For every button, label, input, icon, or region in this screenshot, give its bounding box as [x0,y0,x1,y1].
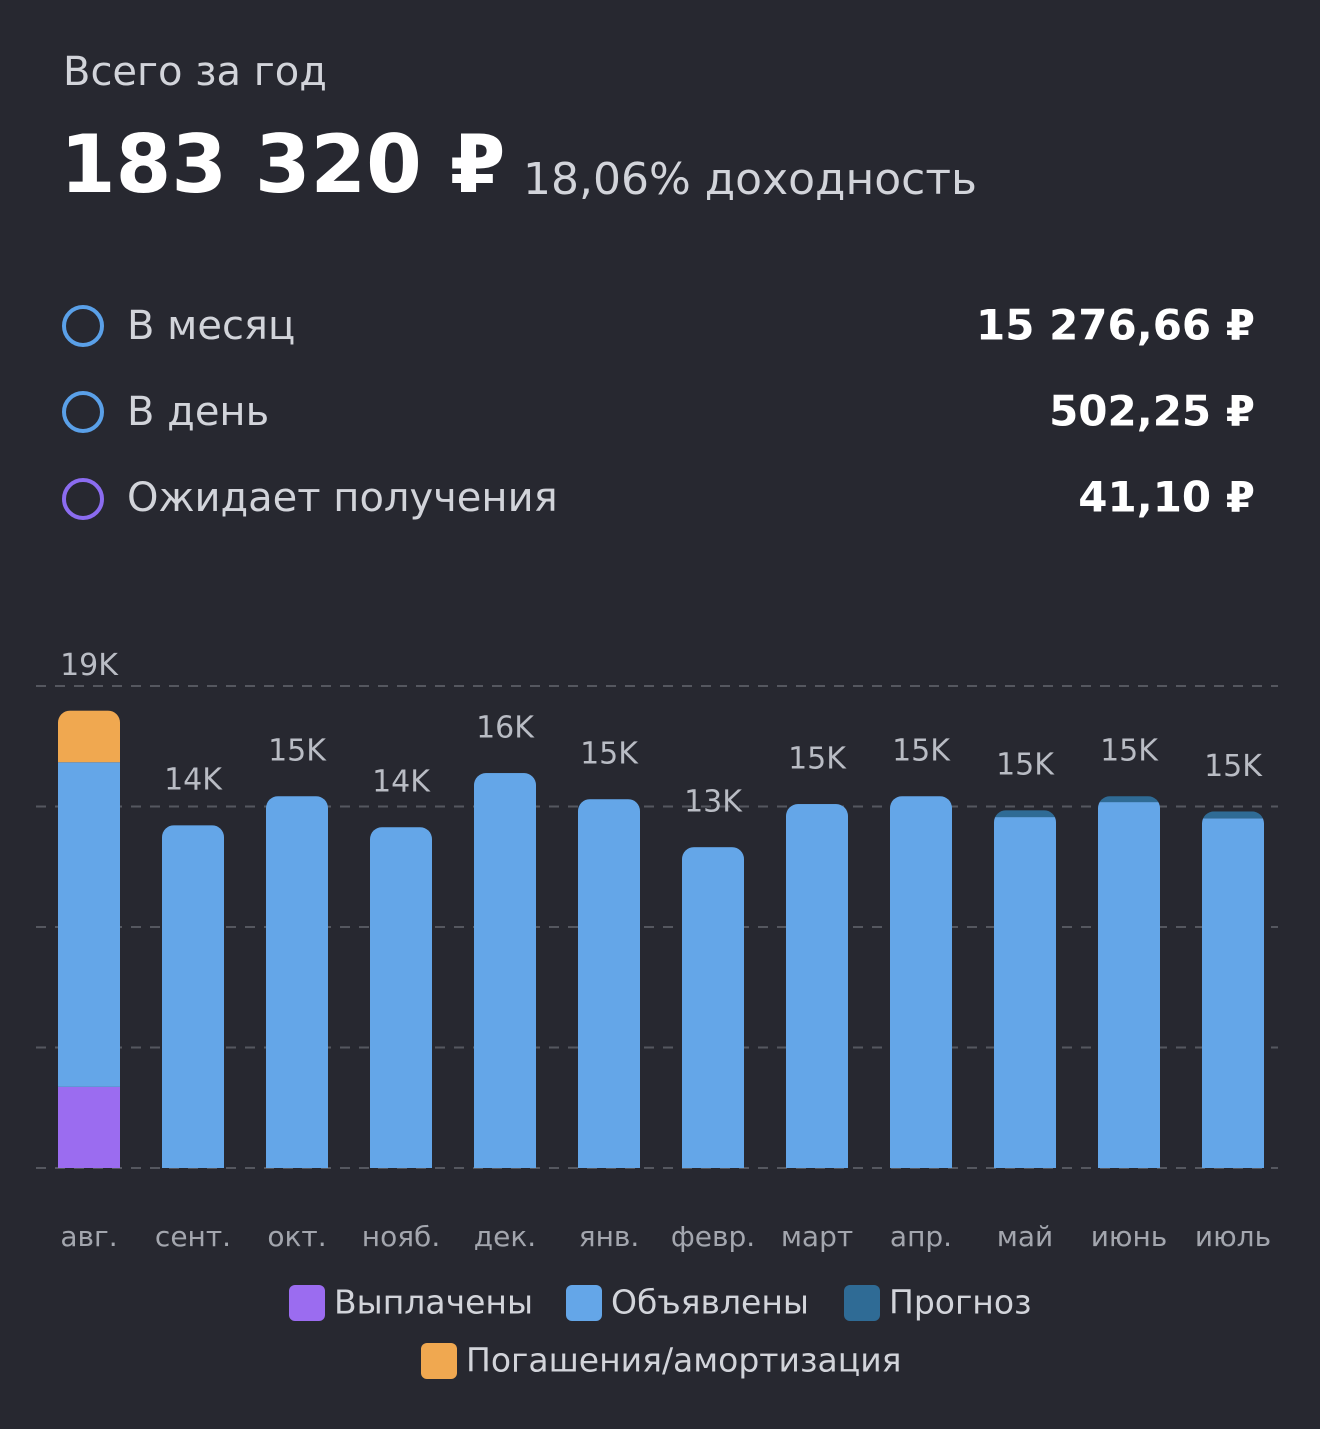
data-label: 15K [788,742,847,777]
x-tick-label: июль [1195,1220,1271,1253]
row-label: В день [127,389,269,435]
data-label: 15K [1204,749,1263,784]
data-label: 15K [580,737,639,772]
bar-segment [1202,811,1264,819]
bar [682,847,744,1168]
data-label: 15K [268,734,327,769]
bar-segment [474,773,536,1168]
title: Всего за год [63,49,327,95]
bar-segment [1202,818,1264,1168]
bar-segment [266,796,328,1168]
bar [266,796,328,1168]
bar-segment [994,810,1056,818]
row-label: В месяц [127,303,295,349]
x-tick-label: июнь [1091,1220,1168,1253]
bar-segment [370,827,432,1168]
data-label: 14K [164,763,223,798]
row-icon [62,305,104,347]
row-icon [62,478,104,520]
legend-label: Объявлены [611,1283,809,1322]
data-label: 13K [684,785,743,820]
legend-swatch [844,1285,880,1321]
row-label: Ожидает получения [127,475,558,521]
data-label: 16K [476,711,535,746]
x-tick-label: сент. [155,1220,231,1253]
bar [786,804,848,1168]
total: 183 320 ₽ [60,118,505,211]
x-tick-label: февр. [671,1220,755,1253]
yield: 18,06% доходность [523,154,977,205]
data-label: 15K [892,734,951,769]
x-tick-label: окт. [267,1220,326,1253]
data-label: 15K [996,748,1055,783]
row-value: 502,25 ₽ [1049,387,1255,436]
bar [890,796,952,1168]
row-value: 15 276,66 ₽ [976,301,1255,350]
row-value: 41,10 ₽ [1078,473,1255,522]
bar [578,799,640,1168]
data-label: 15K [1100,734,1159,769]
bar [1202,811,1264,1168]
x-tick-label: нояб. [362,1220,440,1253]
bar-segment [1098,796,1160,803]
bar-segment [162,825,224,1168]
data-label: 14K [372,765,431,800]
bar [58,710,120,1168]
bar-segment [994,817,1056,1168]
bar-segment [58,1086,120,1168]
data-label: 19K [60,648,119,683]
legend-swatch [566,1285,602,1321]
bar-segment [890,796,952,1168]
bar [474,773,536,1168]
legend-swatch [289,1285,325,1321]
x-tick-label: дек. [474,1220,536,1253]
bar-segment [786,804,848,1168]
x-tick-label: май [997,1220,1053,1253]
bar-segment [682,847,744,1168]
bar [370,827,432,1168]
legend-label: Погашения/амортизация [466,1341,902,1380]
bar [162,825,224,1168]
x-tick-label: апр. [890,1220,952,1253]
legend-label: Выплачены [334,1283,533,1322]
legend-label: Прогноз [889,1283,1032,1322]
bar-segment [578,799,640,1168]
bar-segment [58,762,120,1087]
x-tick-label: март [781,1220,853,1253]
bar [1098,796,1160,1168]
x-tick-label: авг. [60,1220,117,1253]
bar-segment [58,710,120,763]
row-icon [62,391,104,433]
bar [994,810,1056,1168]
x-tick-label: янв. [579,1220,640,1253]
legend-swatch [421,1343,457,1379]
bar-segment [1098,802,1160,1168]
